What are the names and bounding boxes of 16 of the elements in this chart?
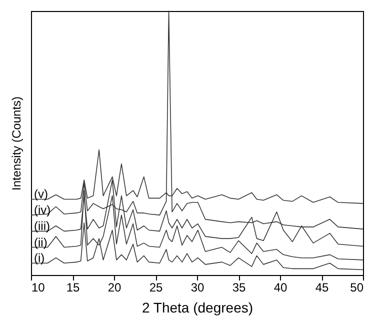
x-tick-label: 30 [190,280,204,294]
x-tick-label: 10 [32,280,46,294]
series-label: (i) [34,251,45,266]
series-label: (iv) [34,203,51,218]
x-tick-label: 45 [315,280,329,294]
series-label: (iii) [34,219,50,234]
x-axis-title: 2 Theta (degrees) [142,300,254,316]
x-tick-label: 35 [232,280,246,294]
y-axis-title: Intensity (Counts) [10,96,24,191]
x-tick-label: 40 [274,280,288,294]
x-tick-label: 15 [66,280,80,294]
series-label: (ii) [34,235,48,250]
x-tick-label: 20 [108,280,122,294]
series-label: (v) [34,187,48,202]
x-tick-label: 50 [350,280,364,294]
x-tick-label: 25 [149,280,163,294]
